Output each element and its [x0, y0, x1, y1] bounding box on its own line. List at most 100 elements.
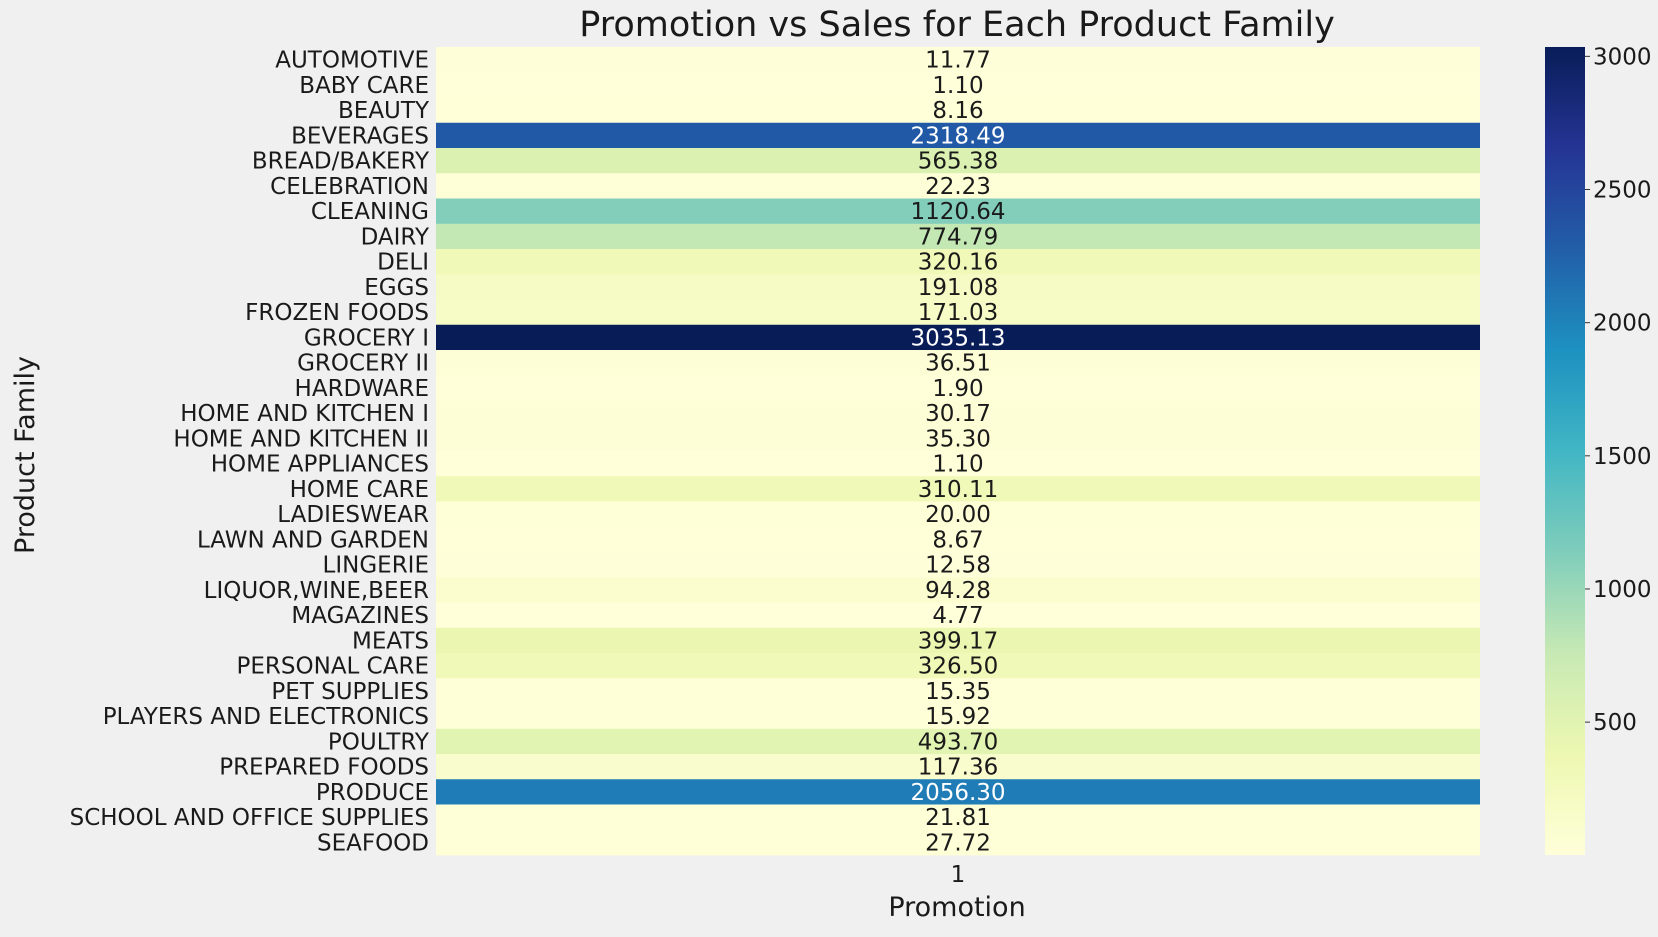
cell-annotation: 320.16: [918, 250, 998, 276]
heatmap-cell: [436, 754, 1480, 780]
y-tick-label: POULTRY: [328, 729, 430, 755]
chart-title: Promotion vs Sales for Each Product Fami…: [579, 5, 1335, 45]
colorbar-tick-label: 2000: [1593, 311, 1652, 337]
heatmap-cell: [436, 274, 1480, 300]
y-tick-label: HOME AND KITCHEN II: [173, 426, 429, 452]
cell-annotation: 36.51: [925, 351, 991, 377]
cell-annotation: 15.92: [925, 704, 991, 730]
heatmap-cell: [436, 804, 1480, 831]
heatmap-cell: [436, 173, 1480, 199]
y-tick-label: BEAUTY: [338, 98, 430, 124]
cell-annotation: 1.10: [932, 73, 983, 99]
heatmap-cell: [436, 97, 1480, 124]
y-tick-label: SCHOOL AND OFFICE SUPPLIES: [70, 805, 429, 831]
heatmap-cell: [436, 324, 1480, 351]
heatmap-cell: [436, 249, 1480, 275]
y-tick-label: PREPARED FOODS: [219, 755, 429, 781]
heatmap-cell: [436, 198, 1480, 225]
heatmap-cell: [436, 400, 1480, 427]
y-tick-label: HOME AND KITCHEN I: [180, 401, 429, 427]
heatmap-cell: [436, 451, 1480, 477]
heatmap-cell: [436, 526, 1480, 553]
heatmap-cell: [436, 223, 1480, 250]
y-tick-label: LADIESWEAR: [277, 502, 429, 528]
heatmap-cell: [436, 350, 1480, 376]
cell-annotation: 22.23: [925, 174, 991, 200]
cell-annotation: 12.58: [925, 553, 991, 579]
heatmap-cell: [436, 728, 1480, 755]
cell-annotation: 3035.13: [910, 325, 1005, 351]
cell-annotation: 21.81: [925, 805, 991, 831]
cell-annotation: 8.67: [932, 527, 983, 553]
cell-annotation: 94.28: [925, 578, 991, 604]
y-tick-label: PERSONAL CARE: [237, 654, 429, 680]
cell-annotation: 4.77: [932, 603, 983, 629]
cell-annotation: 171.03: [918, 300, 998, 326]
y-tick-label: LIQUOR,WINE,BEER: [204, 578, 429, 604]
heatmap-cell: [436, 299, 1480, 326]
y-tick-label: DELI: [377, 250, 429, 276]
y-tick-label: BABY CARE: [299, 73, 429, 99]
heatmap-cell: [436, 375, 1480, 401]
y-tick-label: SEAFOOD: [317, 830, 429, 856]
cell-annotation: 11.77: [925, 48, 991, 74]
x-tick-label: 1: [951, 862, 966, 888]
heatmap-cell: [436, 779, 1480, 805]
y-tick-label: HOME CARE: [290, 477, 429, 503]
cell-annotation: 1.90: [932, 376, 983, 402]
x-tick-labels: 1: [951, 862, 966, 888]
heatmap-cell: [436, 425, 1480, 452]
cell-annotation: 326.50: [918, 654, 998, 680]
y-tick-label: PRODUCE: [316, 780, 429, 806]
heatmap-cells: 11.771.108.162318.49565.3822.231120.6477…: [436, 47, 1480, 856]
heatmap-cell: [436, 501, 1480, 528]
heatmap-cell: [436, 829, 1480, 856]
colorbar-tick-label: 1500: [1593, 444, 1652, 470]
cell-annotation: 565.38: [918, 149, 998, 175]
cell-annotation: 20.00: [925, 502, 991, 528]
heatmap-cell: [436, 72, 1480, 98]
y-tick-label: AUTOMOTIVE: [275, 48, 429, 74]
cell-annotation: 310.11: [918, 477, 998, 503]
y-tick-label: EGGS: [364, 275, 429, 301]
cell-annotation: 30.17: [925, 401, 991, 427]
cell-annotation: 35.30: [925, 426, 991, 452]
heatmap-cell: [436, 476, 1480, 502]
y-tick-label: CELEBRATION: [270, 174, 429, 200]
colorbar-tick-label: 1000: [1593, 577, 1652, 603]
colorbar-tick-label: 500: [1593, 710, 1637, 736]
y-tick-label: CLEANING: [311, 199, 429, 225]
cell-annotation: 399.17: [918, 628, 998, 654]
y-tick-label: PET SUPPLIES: [271, 679, 429, 705]
y-tick-label: GROCERY I: [304, 325, 429, 351]
y-tick-label: PLAYERS AND ELECTRONICS: [103, 704, 429, 730]
cell-annotation: 8.16: [932, 98, 983, 124]
y-tick-label: DAIRY: [361, 224, 430, 250]
heatmap-cell: [436, 148, 1480, 174]
y-tick-label: GROCERY II: [297, 351, 429, 377]
cell-annotation: 2318.49: [910, 123, 1005, 149]
heatmap-cell: [436, 577, 1480, 603]
cell-annotation: 191.08: [918, 275, 998, 301]
colorbar: [1545, 47, 1585, 855]
heatmap-cell: [436, 678, 1480, 704]
cell-annotation: 27.72: [925, 830, 991, 856]
colorbar-tick-label: 2500: [1593, 178, 1652, 204]
y-tick-label: BEVERAGES: [291, 123, 429, 149]
cell-annotation: 117.36: [918, 755, 998, 781]
y-tick-label: BREAD/BAKERY: [252, 149, 430, 175]
cell-annotation: 774.79: [918, 224, 998, 250]
cell-annotation: 1120.64: [910, 199, 1005, 225]
cell-annotation: 2056.30: [910, 780, 1005, 806]
x-axis-label: Promotion: [888, 892, 1025, 923]
heatmap-cell: [436, 602, 1480, 629]
y-tick-label: LAWN AND GARDEN: [197, 527, 429, 553]
heatmap-cell: [436, 47, 1480, 73]
y-tick-label: LINGERIE: [323, 553, 429, 579]
heatmap-cell: [436, 552, 1480, 578]
y-tick-label: MAGAZINES: [291, 603, 429, 629]
y-axis-label: Product Family: [10, 356, 41, 554]
y-tick-label: HARDWARE: [295, 376, 429, 402]
